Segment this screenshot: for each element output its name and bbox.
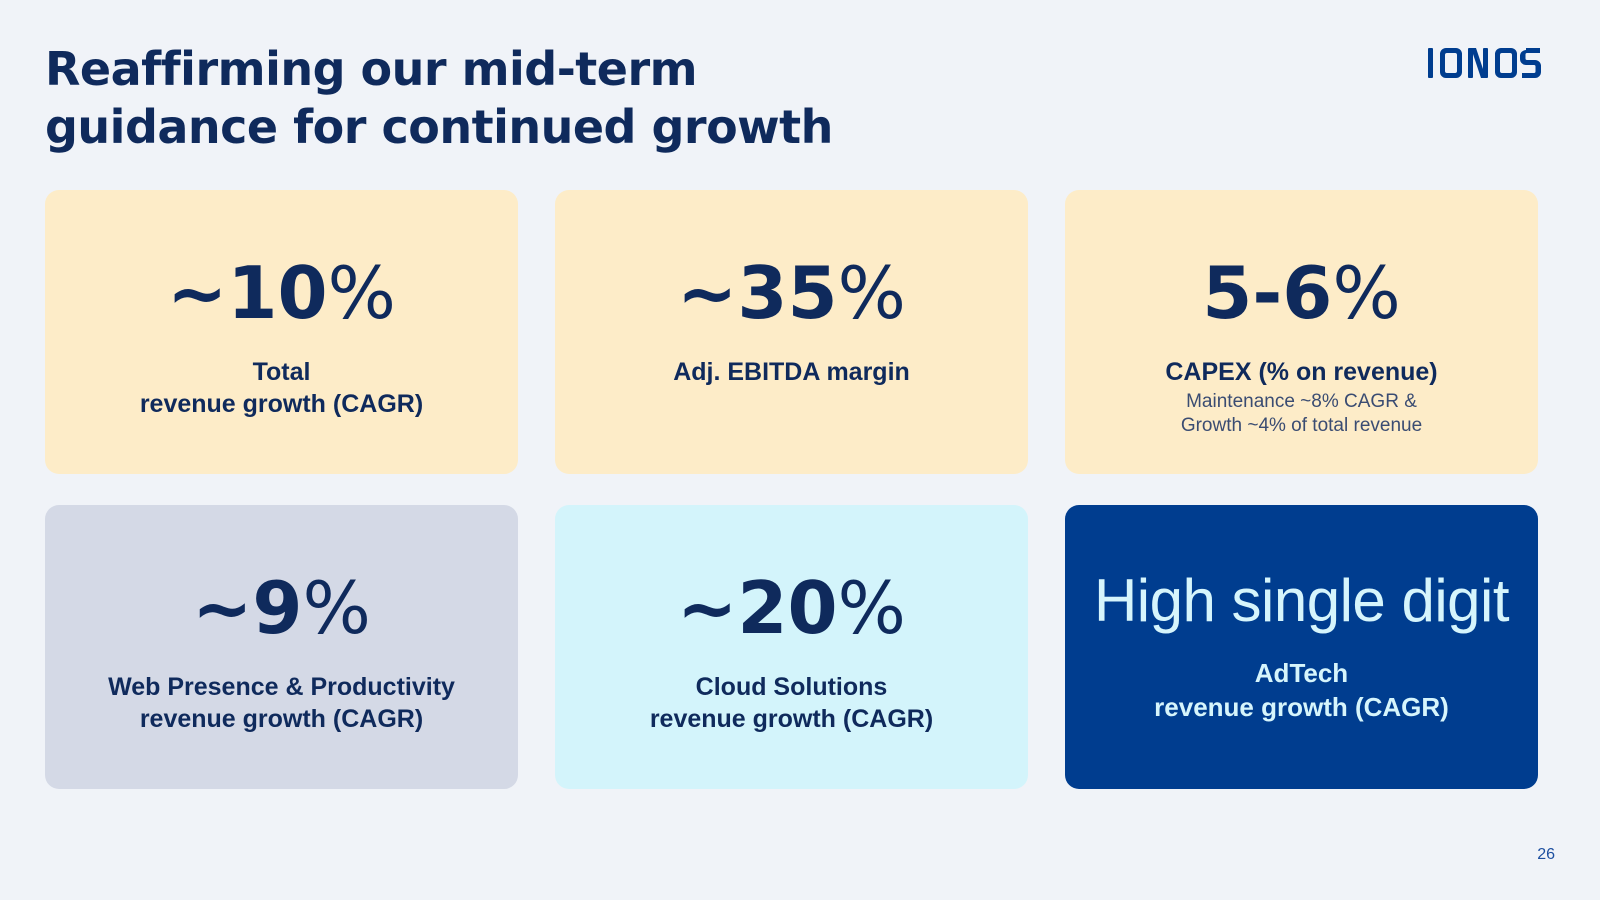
card-label-line: revenue growth (CAGR) [139,390,424,418]
card-value: ~35% [555,248,1028,338]
card-value-percent: % [327,251,396,335]
card-cloud-solutions-growth: ~20% Cloud Solutions revenue growth (CAG… [555,505,1028,789]
page-title: Reaffirming our mid-term guidance for co… [45,40,833,156]
card-note-line: Growth ~4% of total revenue [1180,415,1423,436]
card-value: ~9% [45,563,518,653]
card-value: ~10% [45,248,518,338]
card-label-line: Web Presence & Productivity [108,673,455,701]
page-title-line-1: Reaffirming our mid-term [45,42,698,96]
card-value-number: ~9 [192,566,303,650]
card-value-number: 5-6 [1202,251,1333,335]
card-label-line: revenue growth (CAGR) [139,705,424,733]
card-label-line: revenue growth (CAGR) [1154,692,1449,722]
card-value: ~20% [555,563,1028,653]
card-label: CAPEX (% on revenue) [1065,356,1538,388]
card-label-line: AdTech [1254,658,1349,688]
card-label: Web Presence & Productivity revenue grow… [45,671,518,735]
page-title-line-2: guidance for continued growth [45,100,833,154]
card-note: Maintenance ~8% CAGR & Growth ~4% of tot… [1065,390,1538,438]
card-adj-ebitda-margin: ~35% Adj. EBITDA margin [555,190,1028,474]
ionos-logo [1426,40,1543,86]
card-label-line: CAPEX (% on revenue) [1165,358,1438,386]
card-value-number: ~10 [167,251,328,335]
card-label-line: Cloud Solutions [695,673,888,701]
card-adtech-growth: High single digit AdTech revenue growth … [1065,505,1538,789]
ionos-logo-icon [1428,48,1541,78]
card-value-text: High single digit [1093,567,1510,634]
card-label-line: revenue growth (CAGR) [649,705,934,733]
card-value: 5-6% [1065,248,1538,338]
card-label: Adj. EBITDA margin [555,356,1028,388]
card-value-percent: % [837,566,906,650]
card-value-percent: % [302,566,371,650]
card-label: Cloud Solutions revenue growth (CAGR) [555,671,1028,735]
card-note-line: Maintenance ~8% CAGR & [1186,391,1417,412]
card-value-percent: % [1332,251,1401,335]
card-value-number: ~20 [677,566,838,650]
card-label: AdTech revenue growth (CAGR) [1065,656,1538,724]
card-label: Total revenue growth (CAGR) [45,356,518,420]
card-web-presence-growth: ~9% Web Presence & Productivity revenue … [45,505,518,789]
card-total-revenue-growth: ~10% Total revenue growth (CAGR) [45,190,518,474]
card-capex: 5-6% CAPEX (% on revenue) Maintenance ~8… [1065,190,1538,474]
card-label-line: Total [252,358,311,386]
card-value-number: ~35 [677,251,838,335]
card-value-percent: % [837,251,906,335]
card-label-line: Adj. EBITDA margin [673,358,910,386]
page-number: 26 [1537,846,1555,863]
